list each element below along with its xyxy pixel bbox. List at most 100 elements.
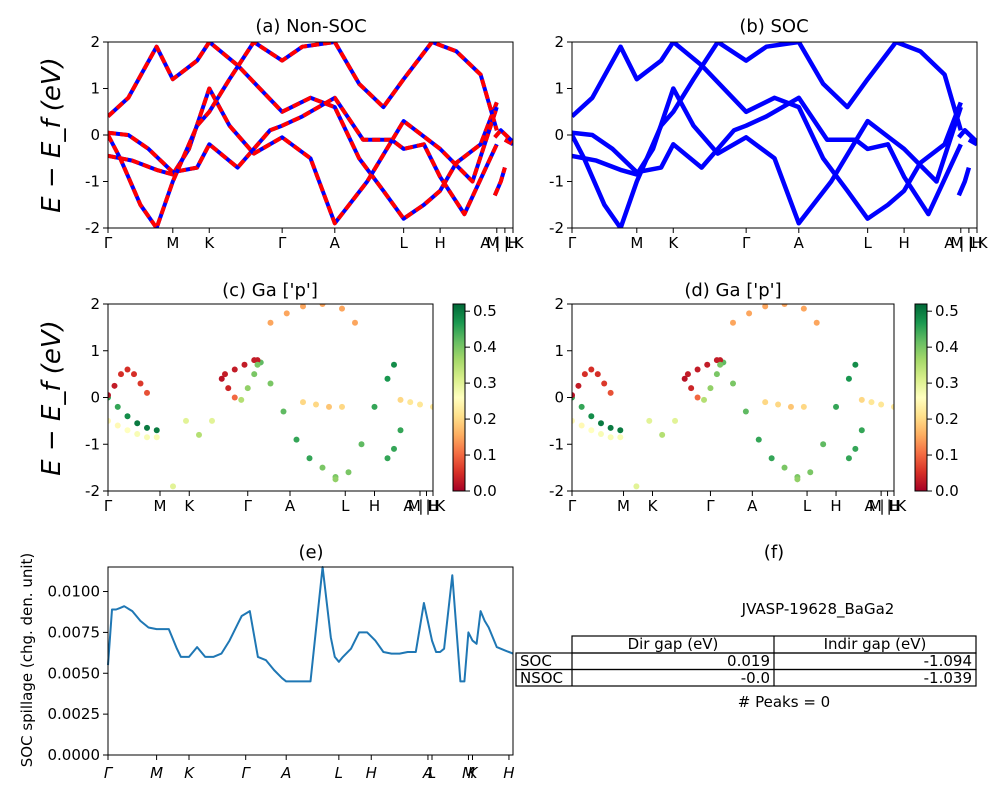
b-ytick-label: 2 — [554, 33, 564, 51]
c-point — [251, 371, 258, 378]
b-band-line-6 — [957, 128, 977, 144]
table-row-nsoc-dir: -0.0 — [741, 669, 770, 687]
c-point — [241, 361, 248, 368]
d-point — [730, 319, 736, 326]
d-point — [701, 396, 708, 403]
b-band-line-1 — [572, 95, 963, 217]
c-point — [134, 430, 141, 437]
c-point — [231, 394, 238, 401]
d-xtick-label: A | L — [865, 497, 899, 515]
d-point — [781, 464, 788, 471]
d-point — [607, 424, 614, 431]
panel-a-ylabel: E − E_f (eV) — [37, 57, 67, 213]
d-points — [572, 304, 894, 490]
d-ytick-label: 2 — [554, 295, 564, 313]
a-xtick-label: Γ — [104, 234, 113, 252]
c-point — [254, 361, 261, 368]
d-point — [717, 357, 724, 364]
e-ytick-label: 0.0000 — [48, 746, 101, 764]
d-point — [845, 455, 852, 462]
d-point — [800, 305, 807, 312]
table-header-indir: Indir gap (eV) — [824, 635, 927, 653]
c-point — [254, 357, 261, 364]
panel-e-title: (e) — [298, 542, 323, 563]
d-point — [633, 483, 640, 490]
d-point — [762, 399, 769, 406]
a-ytick-label: -2 — [85, 219, 100, 237]
c-point — [306, 455, 313, 462]
d-point — [607, 434, 614, 441]
c-point — [332, 476, 339, 483]
b-band-line-5 — [956, 166, 972, 197]
a-band-line-1 — [108, 95, 499, 217]
c-point — [124, 366, 131, 373]
c-point — [170, 483, 176, 490]
c-point — [339, 403, 345, 410]
c-point — [144, 434, 150, 441]
d-xtick-label: Γ — [706, 497, 715, 515]
a-band-line-2 — [108, 86, 499, 226]
c-point — [300, 304, 306, 310]
d-ytick-label: 1 — [554, 342, 564, 360]
b-bands — [572, 42, 977, 228]
d-point — [617, 427, 624, 434]
d-point — [878, 401, 885, 408]
c-point — [391, 445, 397, 452]
c-points — [108, 304, 433, 490]
d-point — [659, 431, 666, 438]
panel-f-title: (f) — [764, 542, 784, 563]
e-xtick-label: K — [184, 764, 195, 782]
e-ytick-label: 0.0100 — [48, 583, 101, 601]
d-point — [597, 430, 604, 437]
b-ytick-label: 0 — [554, 126, 564, 144]
c-point — [114, 403, 121, 410]
d-point — [713, 371, 720, 378]
d-point — [617, 434, 624, 441]
c-point — [183, 417, 189, 424]
d-point — [694, 366, 701, 373]
c-xtick-label: A — [285, 497, 296, 515]
d-point — [807, 469, 814, 476]
c-point — [114, 422, 121, 429]
d-point — [858, 396, 865, 403]
a-ytick-label: 1 — [90, 80, 100, 98]
d-point — [800, 403, 807, 410]
colorbar-tick-label: 0.5 — [935, 302, 959, 320]
c-point — [231, 366, 238, 373]
colorbar-tick-label: 0.3 — [473, 374, 497, 392]
a-xtick-label: A — [330, 234, 341, 252]
d-point — [704, 361, 711, 368]
c-xtick-label: K — [184, 497, 195, 515]
panel-b-title: (b) SOC — [739, 16, 808, 37]
a-xtick-label: Γ — [278, 234, 287, 252]
d-point — [742, 408, 749, 415]
d-point — [717, 361, 724, 368]
c-xtick-label: M — [154, 497, 167, 515]
colorbar-tick-label: 0.0 — [473, 482, 497, 500]
b-xtick-label: Γ — [742, 234, 751, 252]
b-band-line-0 — [572, 42, 963, 221]
a-band-line-6 — [493, 128, 513, 144]
c-point — [326, 403, 332, 410]
c-point — [371, 403, 378, 410]
b-xtick-label: H — [898, 234, 909, 252]
b-xtick-label: A — [794, 234, 805, 252]
c-xtick-label: M | K — [408, 497, 447, 515]
b-xtick-label: A | L — [944, 234, 978, 252]
c-point — [144, 389, 150, 396]
d-point — [672, 417, 679, 424]
e-xtick-label: M — [150, 764, 163, 782]
panel-e-ylabel: SOC spillage (chg. den. unit) — [18, 553, 36, 768]
d-point — [581, 371, 588, 378]
d-point — [681, 375, 688, 382]
d-point — [868, 399, 875, 406]
c-point — [293, 436, 300, 443]
d-point — [852, 445, 859, 452]
c-xtick-label: Γ — [244, 497, 253, 515]
d-point — [694, 394, 701, 401]
colorbar-tick-label: 0.5 — [473, 302, 497, 320]
a-ytick-label: 2 — [90, 33, 100, 51]
colorbar-d — [914, 303, 928, 492]
